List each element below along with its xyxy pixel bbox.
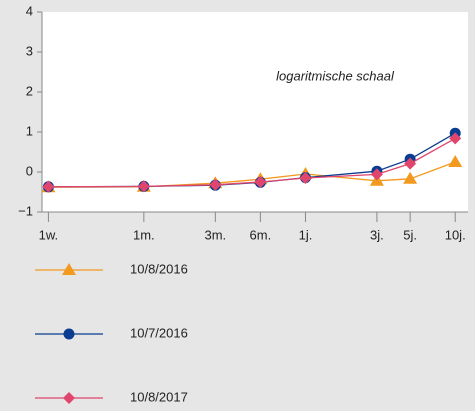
x-tick-label: 3j.	[370, 227, 384, 242]
y-tick-label: 3	[26, 43, 33, 58]
y-tick-label: 0	[26, 163, 33, 178]
x-tick-label: 5j.	[403, 227, 417, 242]
legend-marker	[63, 392, 75, 404]
marker	[449, 132, 462, 145]
marker	[137, 180, 150, 193]
plot-area	[42, 12, 468, 212]
marker	[299, 172, 312, 184]
y-tick-label: 4	[26, 3, 33, 18]
legend-label: 10/8/2016	[130, 261, 188, 276]
x-tick-label: 1m.	[133, 227, 155, 242]
legend-label: 10/8/2017	[130, 389, 188, 404]
legend-label: 10/7/2016	[130, 325, 188, 340]
marker	[370, 168, 383, 181]
x-tick-label: 1j.	[299, 227, 313, 242]
marker	[42, 180, 55, 193]
y-tick-label: −1	[18, 203, 33, 218]
legend-marker	[63, 328, 75, 340]
x-tick-label: 6m.	[250, 227, 272, 242]
annotation: logaritmische schaal	[276, 68, 395, 83]
x-tick-label: 3m.	[204, 227, 226, 242]
x-tick-label: 1w.	[39, 227, 59, 242]
legend-marker	[62, 263, 76, 275]
x-tick-label: 10j.	[445, 227, 466, 242]
y-tick-label: 2	[26, 83, 33, 98]
marker	[209, 178, 222, 191]
marker	[448, 155, 463, 167]
series-line	[48, 137, 456, 188]
marker	[254, 176, 267, 188]
y-tick-label: 1	[26, 123, 33, 138]
marker	[403, 171, 418, 184]
marker	[404, 157, 417, 170]
